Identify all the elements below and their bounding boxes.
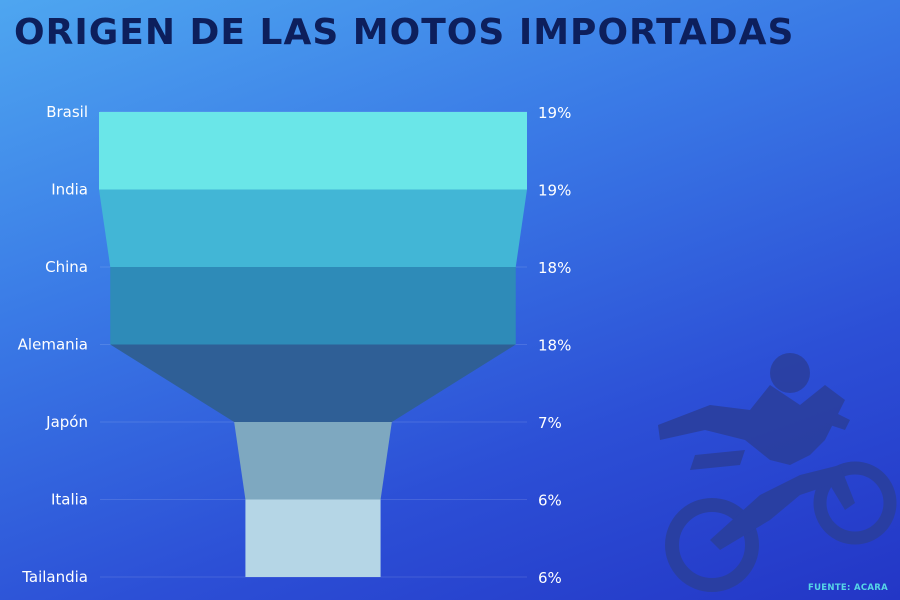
category-label: Alemania (18, 336, 88, 354)
category-label: China (45, 258, 88, 276)
funnel-segment-brasil (99, 112, 527, 190)
funnel-segment-china (110, 267, 516, 345)
category-label: Brasil (46, 103, 88, 121)
category-label: Japón (45, 413, 88, 431)
value-label: 19% (538, 182, 571, 200)
funnel-segment-japón (234, 422, 392, 500)
source-note: FUENTE: ACARA (807, 583, 888, 593)
value-label: 6% (538, 569, 562, 587)
value-label: 19% (538, 104, 571, 122)
funnel-segment-alemania (110, 344, 516, 422)
category-label: Tailandia (21, 568, 88, 586)
funnel-segment-italia (245, 499, 381, 577)
value-label: 18% (538, 259, 571, 277)
value-label: 18% (538, 337, 571, 355)
motocross-rider-icon (658, 353, 897, 592)
funnel-segment-india (99, 189, 527, 267)
value-label: 7% (538, 414, 562, 432)
value-label: 6% (538, 492, 562, 510)
category-label: Italia (51, 491, 88, 509)
chart-title: ORIGEN DE LAS MOTOS IMPORTADAS (14, 12, 795, 53)
category-label: India (51, 181, 88, 199)
